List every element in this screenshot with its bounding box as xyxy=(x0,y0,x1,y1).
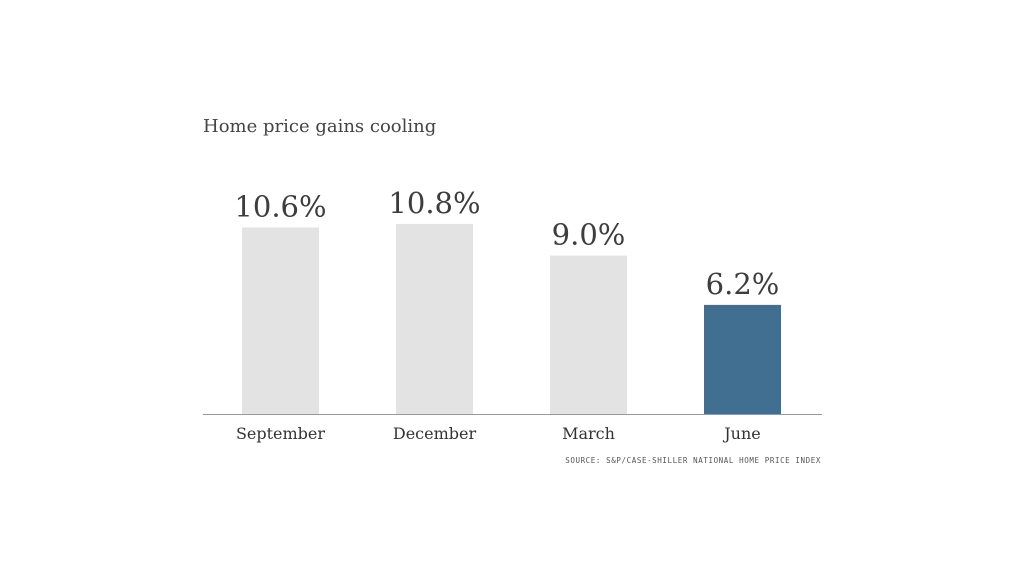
bar-value-label: 9.0% xyxy=(552,218,626,252)
bar xyxy=(550,255,627,414)
bar-value-label: 10.6% xyxy=(234,189,326,223)
bar xyxy=(242,227,319,414)
category-label: June xyxy=(722,424,761,443)
category-label: March xyxy=(562,424,615,443)
bar-value-label: 10.8% xyxy=(388,186,480,220)
category-label: September xyxy=(236,424,325,443)
source-note: SOURCE: S&P/CASE-SHILLER NATIONAL HOME P… xyxy=(565,456,821,465)
bar-value-label: 6.2% xyxy=(706,267,780,301)
bar xyxy=(396,223,473,414)
bar xyxy=(704,304,781,414)
chart-title: Home price gains cooling xyxy=(203,116,437,137)
category-label: December xyxy=(393,424,477,443)
